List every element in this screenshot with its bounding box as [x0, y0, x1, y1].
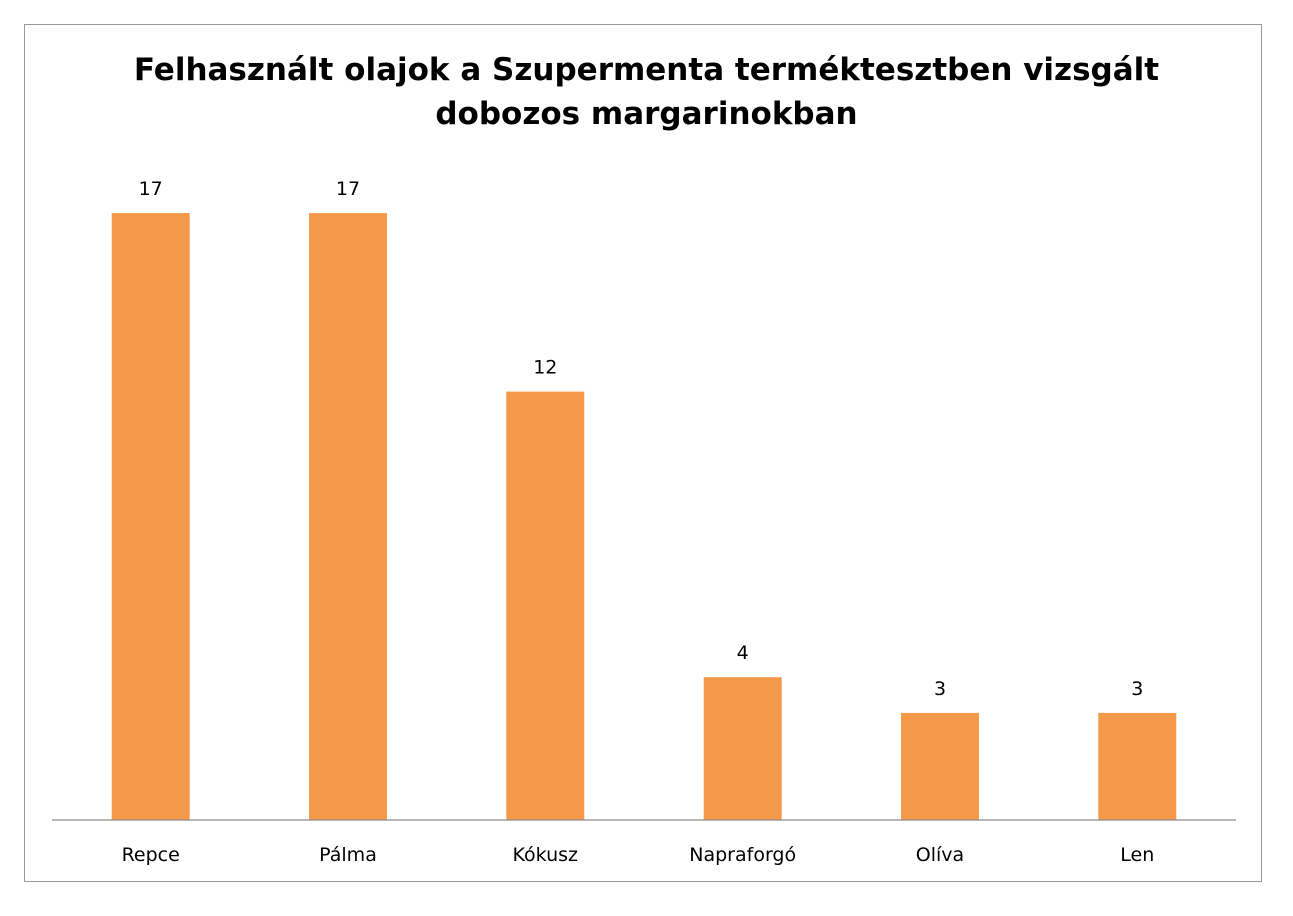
data-label-pálma: 17 — [336, 178, 360, 200]
x-tick-label-pálma: Pálma — [319, 844, 377, 866]
chart-frame — [24, 24, 1262, 882]
data-label-olíva: 3 — [934, 678, 946, 700]
bar-kókusz — [506, 391, 585, 820]
bar-len — [1098, 712, 1177, 820]
data-label-kókusz: 12 — [533, 357, 557, 379]
data-label-len: 3 — [1131, 678, 1143, 700]
x-tick-label-len: Len — [1120, 844, 1154, 866]
x-tick-label-olíva: Olíva — [916, 844, 964, 866]
x-tick-label-napraforgó: Napraforgó — [689, 844, 796, 866]
data-label-repce: 17 — [139, 178, 163, 200]
data-label-napraforgó: 4 — [737, 642, 749, 664]
x-tick-label-kókusz: Kókusz — [513, 844, 578, 866]
labels-layer: 17 17 12 4 3 3 — [139, 178, 1144, 700]
categories-layer: Repce Pálma Kókusz Napraforgó Olíva Len — [122, 844, 1155, 866]
bar-pálma — [309, 213, 387, 821]
bar-napraforgó — [703, 677, 782, 820]
x-tick-label-repce: Repce — [122, 844, 180, 866]
bar-repce — [111, 213, 190, 821]
chart-title: Felhasznált olajok a Szupermenta termékt… — [133, 52, 1160, 132]
bar-olíva — [901, 712, 979, 820]
bars-layer — [111, 213, 1177, 821]
